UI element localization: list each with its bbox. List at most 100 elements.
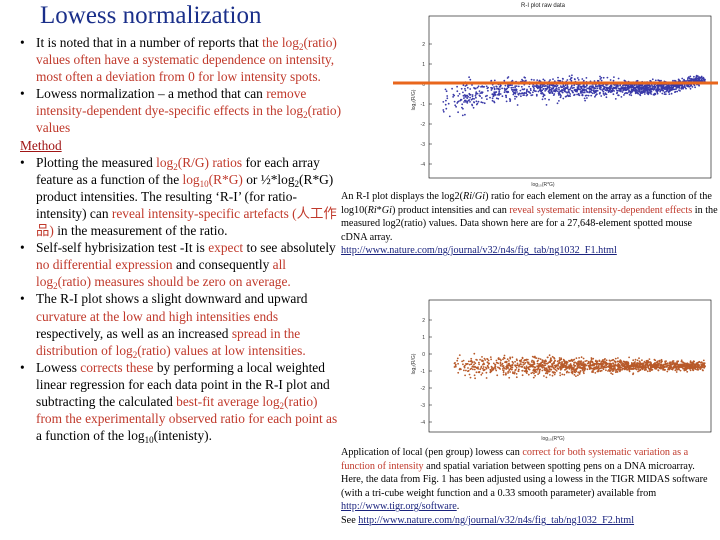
data-point bbox=[543, 367, 546, 369]
data-point bbox=[596, 367, 599, 370]
data-point bbox=[669, 366, 672, 369]
text: and spatial variation between spotting p… bbox=[341, 460, 708, 499]
data-point bbox=[653, 362, 656, 365]
data-point bbox=[570, 367, 573, 370]
data-point bbox=[551, 371, 554, 373]
data-point bbox=[634, 358, 637, 361]
data-point bbox=[696, 362, 698, 365]
data-point bbox=[471, 94, 474, 96]
data-point bbox=[546, 372, 549, 375]
data-point bbox=[622, 365, 625, 367]
figure1-link[interactable]: http://www.nature.com/ng/journal/v32/n4s… bbox=[341, 245, 617, 257]
data-point bbox=[501, 365, 504, 367]
data-point bbox=[560, 358, 563, 361]
data-point bbox=[523, 76, 526, 79]
data-point bbox=[474, 87, 477, 90]
data-point bbox=[646, 84, 648, 87]
text: * bbox=[376, 204, 382, 216]
data-point bbox=[642, 90, 644, 92]
data-point bbox=[542, 88, 545, 90]
data-point bbox=[615, 368, 617, 371]
data-point bbox=[657, 362, 659, 365]
data-point bbox=[565, 364, 568, 366]
data-point bbox=[617, 94, 620, 97]
data-point bbox=[640, 367, 643, 370]
data-point bbox=[612, 367, 615, 370]
bullet-systematic-dependence: It is noted that in a number of reports … bbox=[20, 34, 342, 85]
data-point bbox=[585, 359, 588, 362]
data-point bbox=[534, 369, 537, 372]
data-point bbox=[473, 98, 475, 100]
data-point bbox=[445, 107, 448, 110]
data-point bbox=[584, 99, 586, 102]
data-point bbox=[690, 80, 693, 82]
data-point bbox=[577, 92, 580, 95]
data-point bbox=[499, 88, 501, 90]
data-point bbox=[495, 361, 498, 364]
subscript: 2 bbox=[303, 110, 308, 121]
data-point bbox=[470, 98, 473, 101]
data-point bbox=[594, 366, 597, 369]
data-point bbox=[533, 79, 535, 81]
data-point bbox=[478, 363, 480, 366]
data-point bbox=[469, 88, 472, 90]
data-point bbox=[664, 362, 667, 365]
data-point bbox=[480, 373, 483, 376]
tigr-software-link[interactable]: http://www.tigr.org/software bbox=[341, 501, 457, 513]
data-point bbox=[471, 95, 474, 98]
data-point bbox=[492, 362, 495, 365]
data-point bbox=[645, 363, 648, 366]
y-ticks: 2 1 0 -1 -2 -3 -4 bbox=[421, 318, 432, 426]
highlight: expect bbox=[208, 240, 244, 256]
data-point bbox=[548, 368, 551, 371]
data-point bbox=[593, 87, 595, 89]
data-point bbox=[647, 92, 650, 95]
data-point bbox=[533, 366, 536, 369]
data-point bbox=[461, 103, 464, 106]
data-point bbox=[508, 364, 511, 366]
text: (R*G) product intensities. The resulting… bbox=[36, 171, 334, 221]
data-point bbox=[575, 357, 578, 360]
data-point bbox=[689, 360, 692, 363]
data-point bbox=[580, 87, 583, 89]
data-point bbox=[602, 363, 605, 365]
data-point bbox=[619, 370, 621, 373]
data-point bbox=[464, 374, 466, 377]
data-point bbox=[623, 87, 626, 89]
data-point bbox=[637, 368, 640, 370]
data-point bbox=[614, 361, 617, 364]
data-point bbox=[576, 86, 579, 88]
data-point bbox=[619, 359, 622, 361]
data-point bbox=[545, 84, 547, 87]
data-point bbox=[474, 366, 477, 368]
data-point bbox=[535, 371, 538, 373]
data-point bbox=[494, 368, 497, 370]
data-point bbox=[587, 94, 590, 97]
data-point bbox=[621, 362, 624, 364]
data-point bbox=[582, 91, 584, 94]
data-point bbox=[525, 367, 528, 369]
data-point bbox=[665, 88, 668, 91]
data-point bbox=[583, 85, 586, 88]
data-point bbox=[696, 77, 698, 80]
text: remove intensity-dependent dye-specific … bbox=[36, 86, 307, 119]
data-point bbox=[609, 86, 612, 89]
data-point bbox=[569, 95, 571, 97]
data-point bbox=[627, 91, 630, 93]
data-point bbox=[473, 87, 475, 89]
data-point bbox=[599, 370, 601, 372]
data-point bbox=[672, 360, 675, 362]
data-point bbox=[641, 359, 643, 362]
data-point bbox=[649, 91, 652, 94]
data-point bbox=[475, 92, 478, 95]
data-point bbox=[621, 365, 624, 367]
data-point bbox=[601, 84, 603, 87]
text: Lowess bbox=[36, 359, 81, 375]
data-point bbox=[573, 86, 575, 89]
data-point bbox=[599, 367, 602, 370]
data-point bbox=[607, 370, 609, 372]
data-point bbox=[674, 365, 676, 368]
data-point bbox=[571, 84, 573, 87]
figure2-link[interactable]: http://www.nature.com/ng/journal/v32/n4s… bbox=[358, 514, 635, 526]
data-point bbox=[539, 364, 541, 367]
